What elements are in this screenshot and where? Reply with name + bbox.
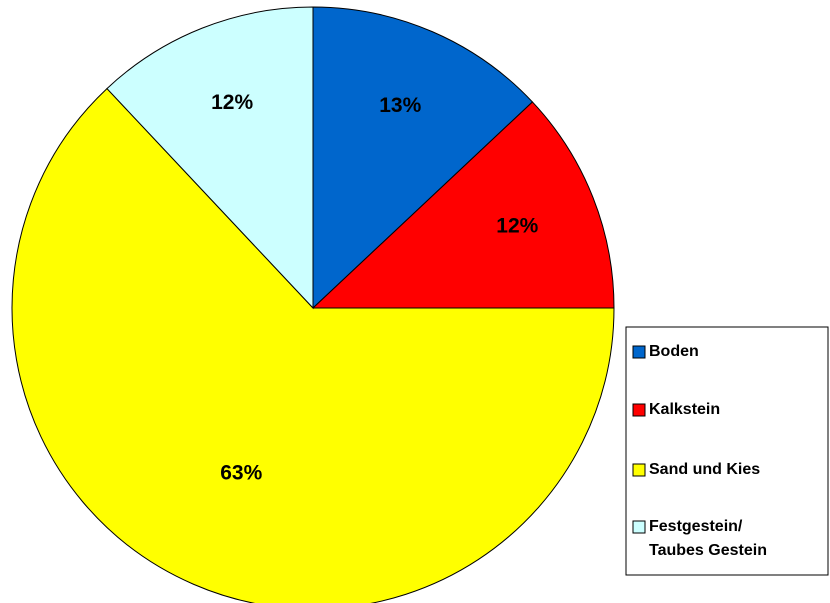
legend-swatch xyxy=(632,520,646,534)
slice-label: 12% xyxy=(496,215,538,238)
legend-label: Kalkstein xyxy=(649,401,720,418)
pie-slice xyxy=(312,6,534,310)
legend-label: Sand und Kies xyxy=(649,461,760,478)
slice-label: 13% xyxy=(379,94,421,117)
pie-slice xyxy=(11,87,615,603)
pie-slice xyxy=(106,6,314,310)
slice-label: 12% xyxy=(211,91,253,114)
legend-label: Boden xyxy=(649,343,699,360)
legend-swatch xyxy=(632,345,646,359)
legend-box xyxy=(625,326,829,576)
slice-label: 63% xyxy=(220,461,262,484)
legend-swatch xyxy=(632,463,646,477)
legend-label: Festgestein/Taubes Gestein xyxy=(649,518,767,559)
pie-slice xyxy=(311,101,615,309)
legend-swatch xyxy=(632,403,646,417)
